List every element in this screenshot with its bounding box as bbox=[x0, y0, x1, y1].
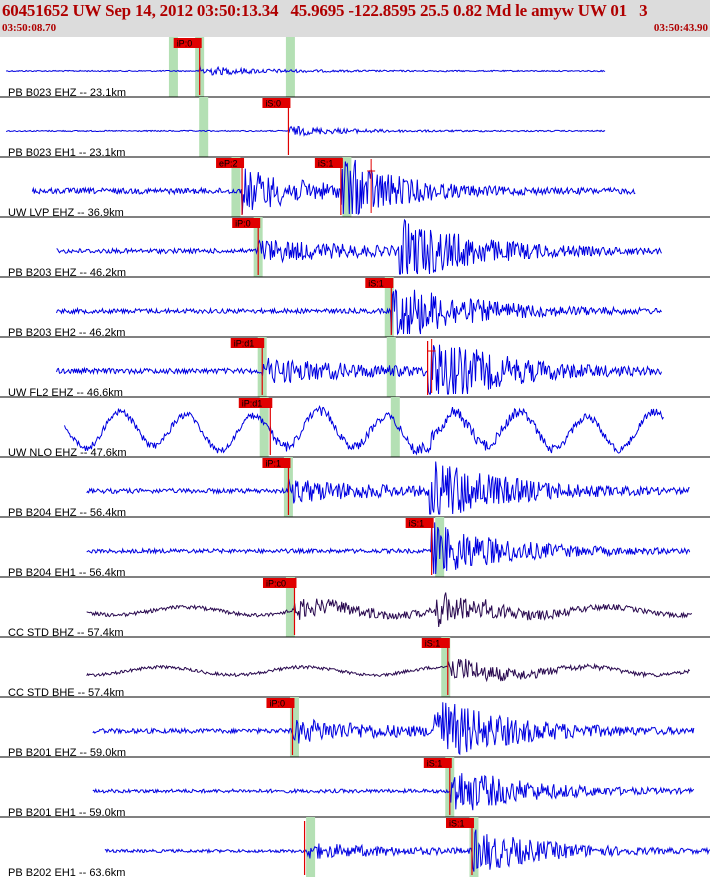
trace-label: PB B201 EH1 -- 59.0km bbox=[8, 807, 125, 819]
waveform-trace bbox=[31, 159, 636, 216]
waveform-trace bbox=[86, 522, 691, 575]
s-pick-flag[interactable] bbox=[421, 638, 450, 648]
waveform-trace bbox=[92, 773, 695, 811]
waveform-trace bbox=[86, 592, 693, 628]
trace-panel: iS:1 PB B203 EH2 -- 46.2km bbox=[0, 276, 710, 339]
s-pick-label: iS:1 bbox=[318, 159, 334, 169]
trace-panel: iP:d1 UW NLO EHZ -- 47.6km bbox=[0, 396, 710, 459]
p-pick-flag[interactable] bbox=[230, 338, 265, 348]
trace-label: UW LVP EHZ -- 36.9km bbox=[8, 207, 124, 219]
waveform-trace bbox=[86, 658, 691, 683]
analysis-window bbox=[285, 577, 295, 637]
trace-label: PB B203 EHZ -- 46.2km bbox=[8, 267, 126, 279]
waveform-trace bbox=[86, 461, 690, 515]
analysis-window bbox=[168, 37, 178, 97]
s-pick-label: iS:1 bbox=[368, 279, 384, 289]
trace-panel: eP:2 iS:1 UW LVP EHZ -- 36.9km bbox=[0, 156, 710, 219]
p-pick-label: iP:c0 bbox=[266, 579, 286, 589]
analysis-window bbox=[306, 817, 316, 877]
trace-panel: iP:d1 UW FL2 EHZ -- 46.6km bbox=[0, 336, 710, 399]
trace-panel: iS:1 PB B202 EH1 -- 63.6km bbox=[0, 816, 710, 878]
trace-panel: iP:0 PB B023 EHZ -- 23.1km bbox=[5, 37, 606, 99]
p-pick-label: iP:0 bbox=[269, 699, 285, 709]
trace-panel: iS:1 PB B201 EH1 -- 59.0km bbox=[0, 756, 710, 819]
trace-panel: iP:c0 CC STD BHZ -- 57.4km bbox=[0, 576, 710, 639]
s-pick-label: iS:1 bbox=[409, 519, 425, 529]
trace-label: CC STD BHZ -- 57.4km bbox=[8, 627, 124, 639]
s-pick-flag[interactable] bbox=[445, 818, 474, 828]
analysis-window bbox=[390, 397, 400, 457]
trace-label: PB B023 EH1 -- 23.1km bbox=[8, 147, 125, 159]
trace-label: PB B203 EH2 -- 46.2km bbox=[8, 327, 125, 339]
s-pick-label: iS:1 bbox=[449, 819, 465, 829]
waveform-trace bbox=[56, 289, 662, 336]
waveform-trace bbox=[5, 125, 606, 137]
analysis-window bbox=[469, 817, 479, 877]
p-pick-label: iS:0 bbox=[265, 99, 281, 109]
trace-panel: iS:0 PB B023 EH1 -- 23.1km bbox=[0, 96, 710, 159]
p-pick-flag[interactable] bbox=[262, 458, 291, 468]
analysis-window bbox=[199, 97, 209, 157]
analysis-window bbox=[342, 157, 352, 217]
trace-panel: iP:0 PB B203 EHZ -- 46.2km bbox=[0, 216, 710, 279]
analysis-window bbox=[386, 337, 396, 397]
event-title: 60451652 UW Sep 14, 2012 03:50:13.34 45.… bbox=[2, 1, 648, 20]
trace-label: CC STD BHE -- 57.4km bbox=[8, 687, 124, 699]
p-pick-label: iP:d1 bbox=[242, 399, 263, 409]
trace-label: PB B204 EH1 -- 56.4km bbox=[8, 567, 125, 579]
waveform-trace bbox=[56, 344, 662, 395]
waveform-trace bbox=[92, 702, 695, 756]
analysis-window bbox=[285, 37, 295, 97]
trace-label: PB B204 EHZ -- 56.4km bbox=[8, 507, 126, 519]
p-pick-flag[interactable] bbox=[173, 38, 202, 48]
trace-label: PB B201 EHZ -- 59.0km bbox=[8, 747, 126, 759]
start-time-label: 03:50:08.70 bbox=[2, 22, 57, 34]
analysis-window bbox=[259, 397, 269, 457]
p-pick-flag[interactable] bbox=[238, 398, 273, 408]
s-pick-flag[interactable] bbox=[314, 158, 343, 168]
s-pick-flag[interactable] bbox=[405, 518, 434, 528]
p-pick-label: eP:2 bbox=[219, 159, 238, 169]
header-bar: 60451652 UW Sep 14, 2012 03:50:13.34 45.… bbox=[0, 0, 710, 37]
trace-label: PB B202 EH1 -- 63.6km bbox=[8, 867, 125, 878]
p-pick-flag[interactable] bbox=[232, 218, 261, 228]
end-time-label: 03:50:43.90 bbox=[653, 22, 708, 34]
trace-panel: iS:1 PB B204 EH1 -- 56.4km bbox=[0, 516, 710, 579]
trace-panel: iS:1 CC STD BHE -- 57.4km bbox=[0, 636, 710, 699]
s-pick-flag[interactable] bbox=[365, 278, 394, 288]
analysis-window bbox=[384, 277, 394, 337]
trace-panel: iP:0 PB B201 EHZ -- 59.0km bbox=[0, 696, 710, 759]
record-section-plot: iP:0 PB B023 EHZ -- 23.1km iS:0 PB B023 EH1… bbox=[0, 37, 710, 878]
trace-label: UW NLO EHZ -- 47.6km bbox=[8, 447, 127, 459]
trace-label: PB B023 EHZ -- 23.1km bbox=[8, 87, 126, 99]
waveform-trace bbox=[64, 404, 664, 456]
analysis-window bbox=[231, 157, 241, 217]
p-pick-flag[interactable] bbox=[262, 98, 291, 108]
trace-panel: iP:1 PB B204 EHZ -- 56.4km bbox=[0, 456, 710, 519]
waveform-trace bbox=[104, 829, 710, 872]
waveform-trace bbox=[56, 218, 662, 275]
trace-label: UW FL2 EHZ -- 46.6km bbox=[8, 387, 123, 399]
p-pick-flag[interactable] bbox=[266, 698, 295, 708]
p-pick-flag[interactable] bbox=[262, 578, 297, 588]
s-pick-label: iS:1 bbox=[425, 639, 441, 649]
p-pick-label: iP:0 bbox=[235, 219, 251, 229]
s-pick-label: iS:1 bbox=[427, 759, 443, 769]
p-pick-label: iP:d1 bbox=[234, 339, 255, 349]
p-pick-label: iP:1 bbox=[265, 459, 281, 469]
p-pick-flag[interactable] bbox=[216, 158, 245, 168]
s-pick-flag[interactable] bbox=[423, 758, 452, 768]
analysis-window bbox=[289, 697, 299, 757]
waveform-trace bbox=[5, 65, 606, 76]
p-pick-label: iP:0 bbox=[177, 39, 193, 49]
